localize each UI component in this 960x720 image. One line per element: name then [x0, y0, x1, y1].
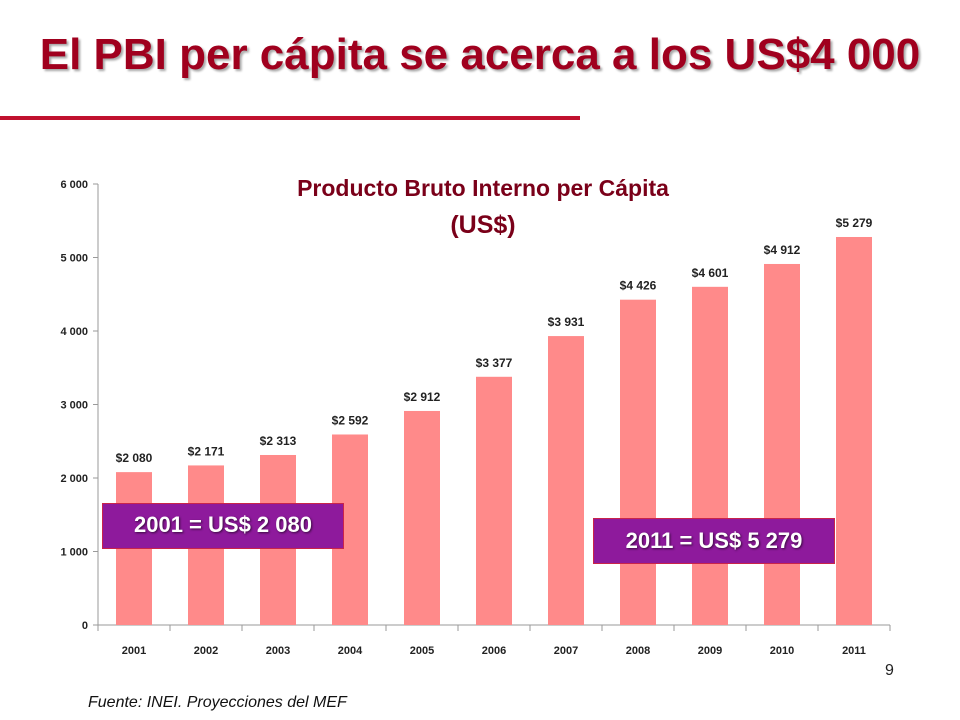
x-tick-label: 2001 [122, 645, 146, 657]
data-label: $3 931 [548, 315, 585, 329]
x-tick-label: 2005 [410, 645, 434, 657]
data-label: $4 601 [692, 266, 729, 280]
x-tick-label: 2009 [698, 645, 722, 657]
data-label: $2 313 [260, 434, 297, 448]
callout-2001: 2001 = US$ 2 080 [102, 503, 344, 549]
x-tick-label: 2004 [338, 645, 363, 657]
data-label: $3 377 [476, 356, 513, 370]
source-note: Fuente: INEI. Proyecciones del MEF [88, 694, 347, 711]
data-label: $4 426 [620, 279, 657, 293]
title-divider [0, 116, 580, 120]
chart-title: Producto Bruto Interno per Cápita [297, 175, 669, 201]
x-tick-label: 2010 [770, 645, 794, 657]
data-label: $4 912 [764, 243, 801, 257]
y-tick-label: 3 000 [60, 400, 88, 412]
data-label: $5 279 [836, 216, 873, 230]
bar [836, 236, 872, 625]
chart-plot-area: 0 1 000 2 000 3 000 4 000 5 000 6 000 $2 080 200… [60, 179, 891, 657]
page-number: 9 [885, 662, 894, 679]
data-label: $2 592 [332, 413, 369, 427]
x-tick-label: 2003 [266, 645, 290, 657]
callout-2011: 2011 = US$ 5 279 [593, 518, 835, 564]
slide-title: El PBI per cápita se acerca a los US$4 0… [39, 30, 921, 79]
data-label: $2 171 [188, 444, 225, 458]
bar [620, 299, 656, 625]
data-label: $2 912 [404, 390, 441, 404]
bar [476, 376, 512, 625]
x-tick-label: 2008 [626, 645, 650, 657]
y-tick-label: 6 000 [60, 179, 88, 191]
data-label: $2 080 [116, 451, 153, 465]
chart-subtitle: (US$) [450, 211, 515, 239]
y-tick-label: 4 000 [60, 326, 88, 338]
bar [548, 336, 584, 625]
bar [692, 286, 728, 625]
bar [404, 410, 440, 625]
x-tick-label: 2002 [194, 645, 218, 657]
x-tick-label: 2006 [482, 645, 506, 657]
y-tick-label: 0 [82, 620, 88, 632]
x-tick-label: 2007 [554, 645, 578, 657]
bar [764, 263, 800, 625]
y-tick-label: 1 000 [60, 547, 88, 559]
x-tick-label: 2011 [842, 645, 866, 657]
y-tick-label: 5 000 [60, 253, 88, 265]
y-tick-label: 2 000 [60, 473, 88, 485]
